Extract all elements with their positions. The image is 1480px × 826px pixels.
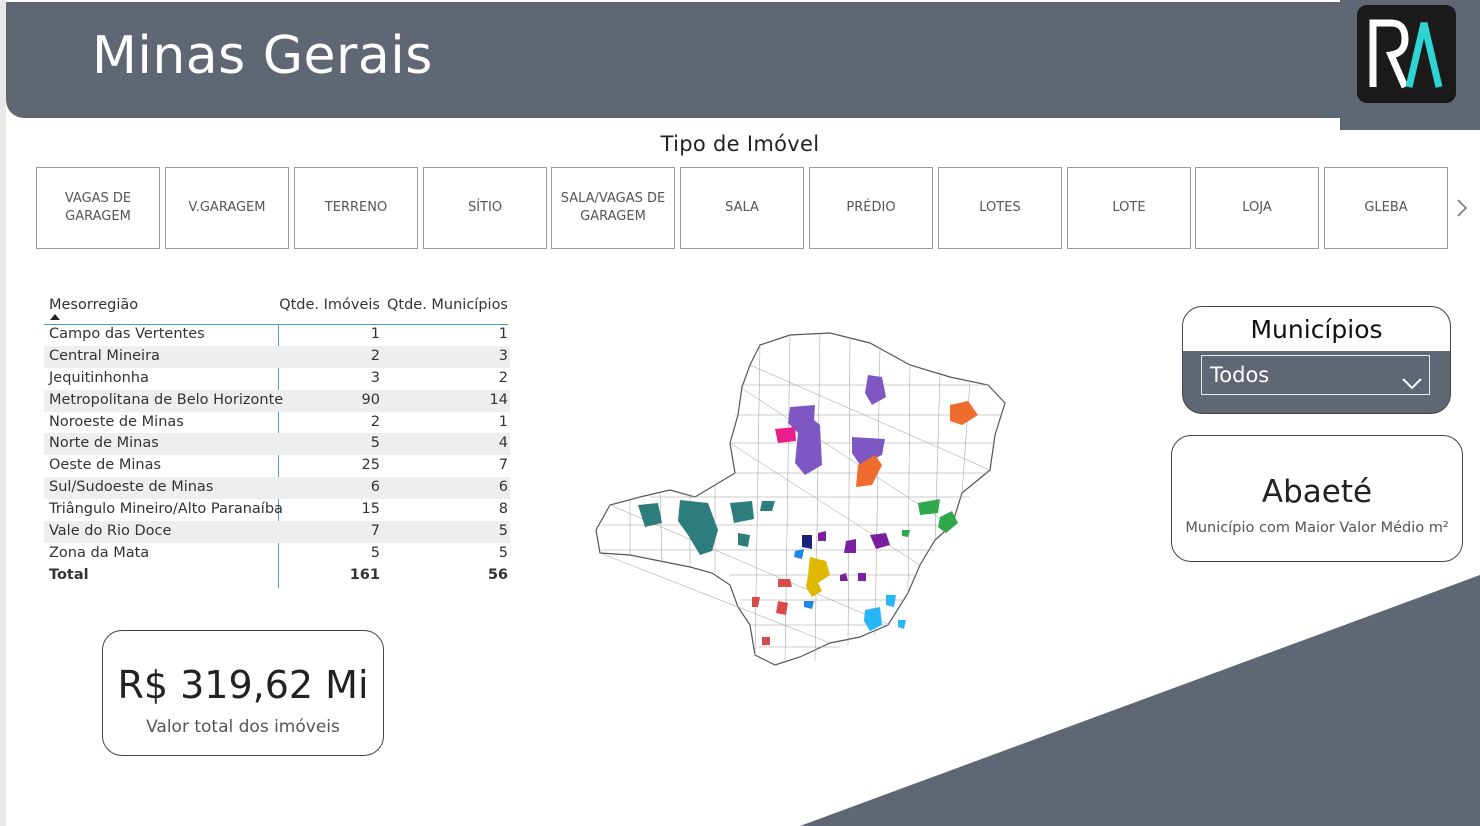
cell-qtde-imoveis: 90 — [361, 391, 380, 408]
cell-qtde-imoveis: 5 — [370, 544, 380, 561]
cell-qtde-municipios: 1 — [498, 326, 508, 342]
cell-qtde-municipios: 5 — [498, 523, 508, 540]
kpi-total-card: R$ 319,62 Mi Valor total dos imóveis — [102, 630, 384, 756]
cell-qtde-imoveis: 7 — [370, 523, 380, 540]
cell-qtde-imoveis: 2 — [370, 347, 380, 364]
total-label: Total — [49, 566, 89, 583]
cell-qtde-imoveis: 2 — [370, 413, 380, 430]
cell-qtde-municipios: 7 — [498, 457, 508, 474]
cell-qtde-imoveis: 3 — [370, 369, 380, 386]
cell-qtde-imoveis: 1 — [370, 326, 380, 342]
cell-qtde-municipios: 5 — [498, 544, 508, 561]
municipios-filter: Municípios Todos — [1182, 306, 1451, 414]
cell-qtde-municipios: 2 — [498, 369, 508, 386]
cell-qtde-municipios: 1 — [498, 413, 508, 430]
left-edge — [0, 0, 6, 826]
table-row[interactable]: Central Mineira 2 3 — [44, 345, 510, 368]
kpi-top-city-value: Abaeté — [1261, 474, 1373, 510]
cell-qtde-imoveis: 6 — [370, 479, 380, 496]
table-row[interactable]: Triângulo Mineiro/Alto Paranaíba 15 8 — [44, 499, 510, 521]
cell-qtde-imoveis: 15 — [361, 501, 380, 518]
page-title: Minas Gerais — [92, 26, 433, 86]
column-divider — [278, 324, 279, 588]
slicer-tile[interactable]: LOTE — [1067, 167, 1191, 249]
cell-mesorregiao: Noroeste de Minas — [49, 413, 184, 430]
kpi-total-label: Valor total dos imóveis — [146, 717, 340, 737]
header-qtde-municipios[interactable]: Qtde. Municípios — [386, 297, 508, 313]
table-row[interactable]: Oeste de Minas 25 7 — [44, 455, 510, 477]
cell-mesorregiao: Campo das Vertentes — [49, 326, 205, 342]
header-mesorregiao[interactable]: Mesorregião — [49, 297, 139, 313]
table-row[interactable]: Noroeste de Minas 2 1 — [44, 412, 510, 434]
municipios-filter-title: Municípios — [1183, 307, 1450, 351]
cell-mesorregiao: Vale do Rio Doce — [49, 523, 172, 540]
slicer-tile[interactable]: LOTES — [938, 167, 1062, 249]
slicer-tile[interactable]: TERRENO — [294, 167, 418, 249]
table-row[interactable]: Vale do Rio Doce 7 5 — [44, 521, 510, 543]
cell-qtde-municipios: 8 — [498, 501, 508, 518]
cell-mesorregiao: Triângulo Mineiro/Alto Paranaíba — [49, 501, 283, 518]
cell-qtde-imoveis: 5 — [370, 435, 380, 452]
table-row[interactable]: Sul/Sudoeste de Minas 6 6 — [44, 477, 510, 500]
mesorregiao-table: Mesorregião Qtde. Imóveis Qtde. Municípi… — [44, 294, 510, 588]
cell-mesorregiao: Metropolitana de Belo Horizonte — [49, 391, 284, 408]
cell-mesorregiao: Sul/Sudoeste de Minas — [49, 479, 214, 496]
cell-mesorregiao: Zona da Mata — [49, 544, 150, 561]
total-imoveis: 161 — [349, 566, 380, 583]
chevron-right-icon[interactable] — [1456, 196, 1468, 226]
table-row[interactable]: Campo das Vertentes 1 1 — [44, 324, 510, 346]
ra-logo-icon — [1369, 19, 1443, 89]
header-bar: Minas Gerais — [6, 2, 1348, 118]
table-row[interactable]: Jequitinhonha 3 2 — [44, 368, 510, 390]
header-divider — [44, 324, 508, 325]
table-header: Mesorregião Qtde. Imóveis Qtde. Municípi… — [44, 294, 510, 324]
map-regions — [638, 375, 978, 645]
cell-qtde-municipios: 3 — [498, 347, 508, 364]
table-body: Campo das Vertentes 1 1 Central Mineira 2 3 Je… — [44, 324, 510, 565]
sort-ascending-icon[interactable] — [50, 314, 60, 320]
municipios-selected-value: Todos — [1210, 363, 1270, 387]
slicer-tile[interactable]: PRÉDIO — [809, 167, 933, 249]
cell-mesorregiao: Norte de Minas — [49, 435, 159, 452]
table-row[interactable]: Metropolitana de Belo Horizonte 90 14 — [44, 389, 510, 412]
slicer-tile[interactable]: LOJA — [1195, 167, 1319, 249]
cell-qtde-imoveis: 25 — [361, 457, 380, 474]
chevron-down-icon — [1401, 366, 1423, 404]
cell-mesorregiao: Oeste de Minas — [49, 457, 162, 474]
table-row[interactable]: Zona da Mata 5 5 — [44, 543, 510, 565]
minas-gerais-map[interactable] — [590, 325, 1015, 675]
kpi-total-value: R$ 319,62 Mi — [117, 663, 369, 707]
kpi-top-city-label: Município com Maior Valor Médio m² — [1185, 520, 1449, 536]
header-qtde-imoveis[interactable]: Qtde. Imóveis — [279, 297, 380, 313]
cell-qtde-municipios: 14 — [489, 391, 508, 408]
total-municipios: 56 — [487, 566, 508, 583]
slicer-tile[interactable]: VAGAS DE GARAGEM — [36, 167, 160, 249]
slicer-tile[interactable]: SÍTIO — [423, 167, 547, 249]
table-total-row: Total 161 56 — [44, 565, 510, 587]
slicer-title: Tipo de Imóvel — [660, 132, 820, 156]
brand-logo — [1357, 5, 1456, 103]
kpi-top-city-card: Abaeté Município com Maior Valor Médio m… — [1171, 435, 1463, 562]
slicer-tile[interactable]: SALA/VAGAS DE GARAGEM — [551, 167, 675, 249]
cell-qtde-municipios: 6 — [498, 479, 508, 496]
slicer-tile[interactable]: V.GARAGEM — [165, 167, 289, 249]
table-row[interactable]: Norte de Minas 5 4 — [44, 433, 510, 456]
slicer-tile[interactable]: SALA — [680, 167, 804, 249]
municipios-dropdown[interactable]: Todos — [1201, 355, 1430, 395]
slicer-tile[interactable]: GLEBA — [1324, 167, 1448, 249]
cell-qtde-municipios: 4 — [498, 435, 508, 452]
cell-mesorregiao: Jequitinhonha — [49, 369, 149, 386]
cell-mesorregiao: Central Mineira — [49, 347, 160, 364]
